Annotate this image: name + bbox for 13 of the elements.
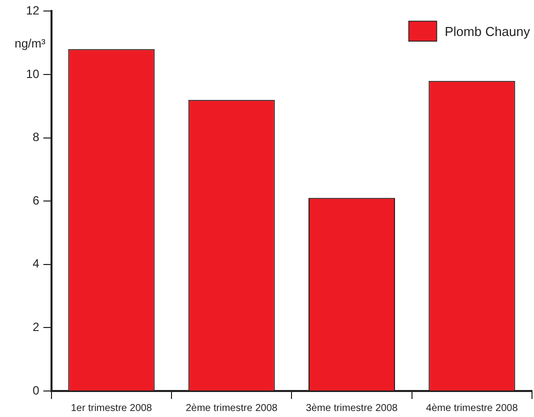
x-tick-label: 4ème trimestre 2008	[426, 402, 518, 414]
y-tick-label: 0	[32, 383, 40, 398]
x-tick-label: 2ème trimestre 2008	[186, 402, 278, 414]
legend-label: Plomb Chauny	[444, 24, 530, 39]
y-tick-label: 2	[32, 320, 40, 334]
y-tick-label: 10	[26, 66, 40, 81]
y-tick-label: 12	[26, 4, 40, 18]
x-tick-label: 3ème trimestre 2008	[306, 402, 398, 414]
x-tick-label: 1er trimestre 2008	[70, 402, 152, 414]
y-tick-label: 4	[32, 256, 40, 271]
y-axis-title: ng/m³	[14, 36, 46, 51]
y-tick-label: 6	[32, 193, 40, 208]
y-tick-label: 8	[32, 130, 40, 144]
